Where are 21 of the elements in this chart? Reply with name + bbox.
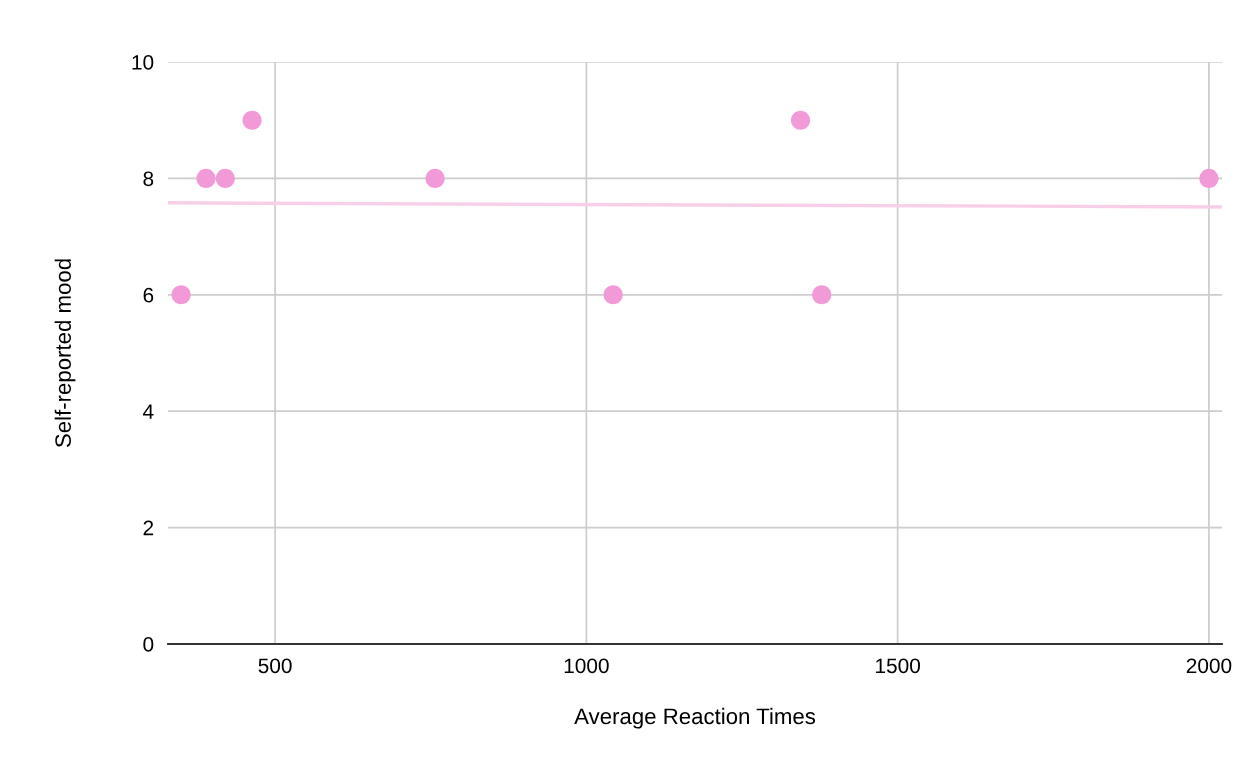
- point: [242, 110, 262, 130]
- point: [215, 168, 235, 188]
- x-axis-title: Average Reaction Times: [574, 707, 816, 729]
- x-tick-label: 500: [258, 658, 292, 674]
- point: [603, 285, 623, 305]
- y-axis-title: Self-reported mood: [54, 259, 76, 448]
- y-tick-label: 0: [143, 637, 154, 652]
- x-tick-label: 1000: [564, 658, 609, 674]
- point: [425, 168, 445, 188]
- point: [1199, 168, 1219, 188]
- y-tick-label: 4: [143, 404, 154, 419]
- point: [171, 285, 191, 305]
- y-tick-label: 10: [132, 55, 154, 70]
- y-tick-label: 2: [143, 520, 154, 536]
- y-tick-label: 8: [143, 171, 154, 187]
- point: [196, 168, 216, 188]
- point: [812, 285, 832, 305]
- x-tick-label: 1500: [876, 658, 920, 674]
- point: [790, 110, 811, 130]
- y-tick-label: 6: [143, 287, 154, 303]
- x-tick-label: 2000: [1186, 658, 1232, 674]
